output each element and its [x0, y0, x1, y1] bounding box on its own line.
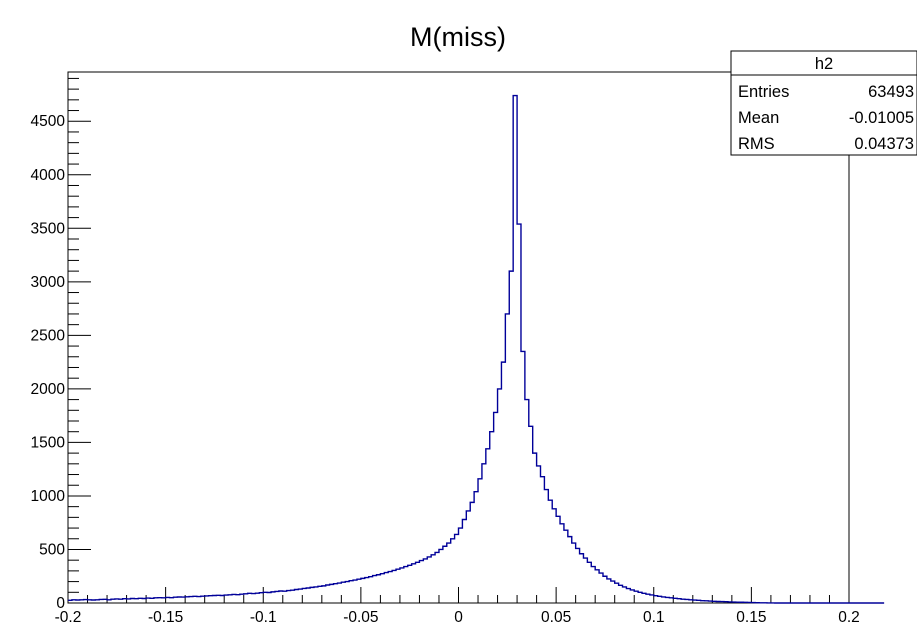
y-tick-label: 2500: [31, 327, 66, 344]
stats-rms-value: 0.04373: [854, 135, 914, 153]
x-tick-label: -0.15: [148, 609, 183, 626]
stats-entries-label: Entries: [738, 83, 789, 101]
x-tick-label: 0: [454, 609, 463, 626]
x-tick-label: 0.1: [643, 609, 665, 626]
y-tick-label: 4500: [31, 113, 66, 130]
x-tick-label: 0.2: [838, 609, 860, 626]
y-tick-label: 500: [39, 541, 65, 558]
y-axis-tick-labels: 0 500 1000 1500 2000 2500 3000 3500 4000 4500: [31, 113, 66, 612]
x-axis-tick-labels: -0.2 -0.15 -0.1 -0.05 0 0.05 0.1 0.15 0.2: [55, 609, 860, 626]
stats-box: h2 Entries 63493 Mean -0.01005 RMS 0.043…: [730, 50, 917, 156]
histogram-series: [68, 94, 885, 604]
x-tick-label: 0.05: [541, 609, 571, 626]
x-tick-label: -0.1: [250, 609, 277, 626]
x-tick-label: -0.05: [343, 609, 378, 626]
y-tick-label: 4000: [31, 167, 66, 184]
y-tick-label: 3000: [31, 274, 66, 291]
stats-mean-label: Mean: [738, 109, 779, 127]
chart-title: M(miss): [410, 22, 506, 52]
y-tick-label: 1000: [31, 488, 66, 505]
stats-mean-value: -0.01005: [849, 109, 914, 127]
y-tick-label: 0: [56, 595, 65, 612]
stats-histogram-name: h2: [815, 55, 833, 73]
y-tick-label: 1500: [31, 434, 66, 451]
stats-rms-label: RMS: [738, 135, 775, 153]
y-tick-label: 3500: [31, 220, 66, 237]
x-tick-label: -0.2: [55, 609, 82, 626]
stats-entries-value: 63493: [868, 83, 914, 101]
y-axis-ticks: [68, 77, 91, 604]
x-tick-label: 0.15: [736, 609, 766, 626]
y-tick-label: 2000: [31, 381, 66, 398]
stats-box-frame: [730, 50, 917, 156]
